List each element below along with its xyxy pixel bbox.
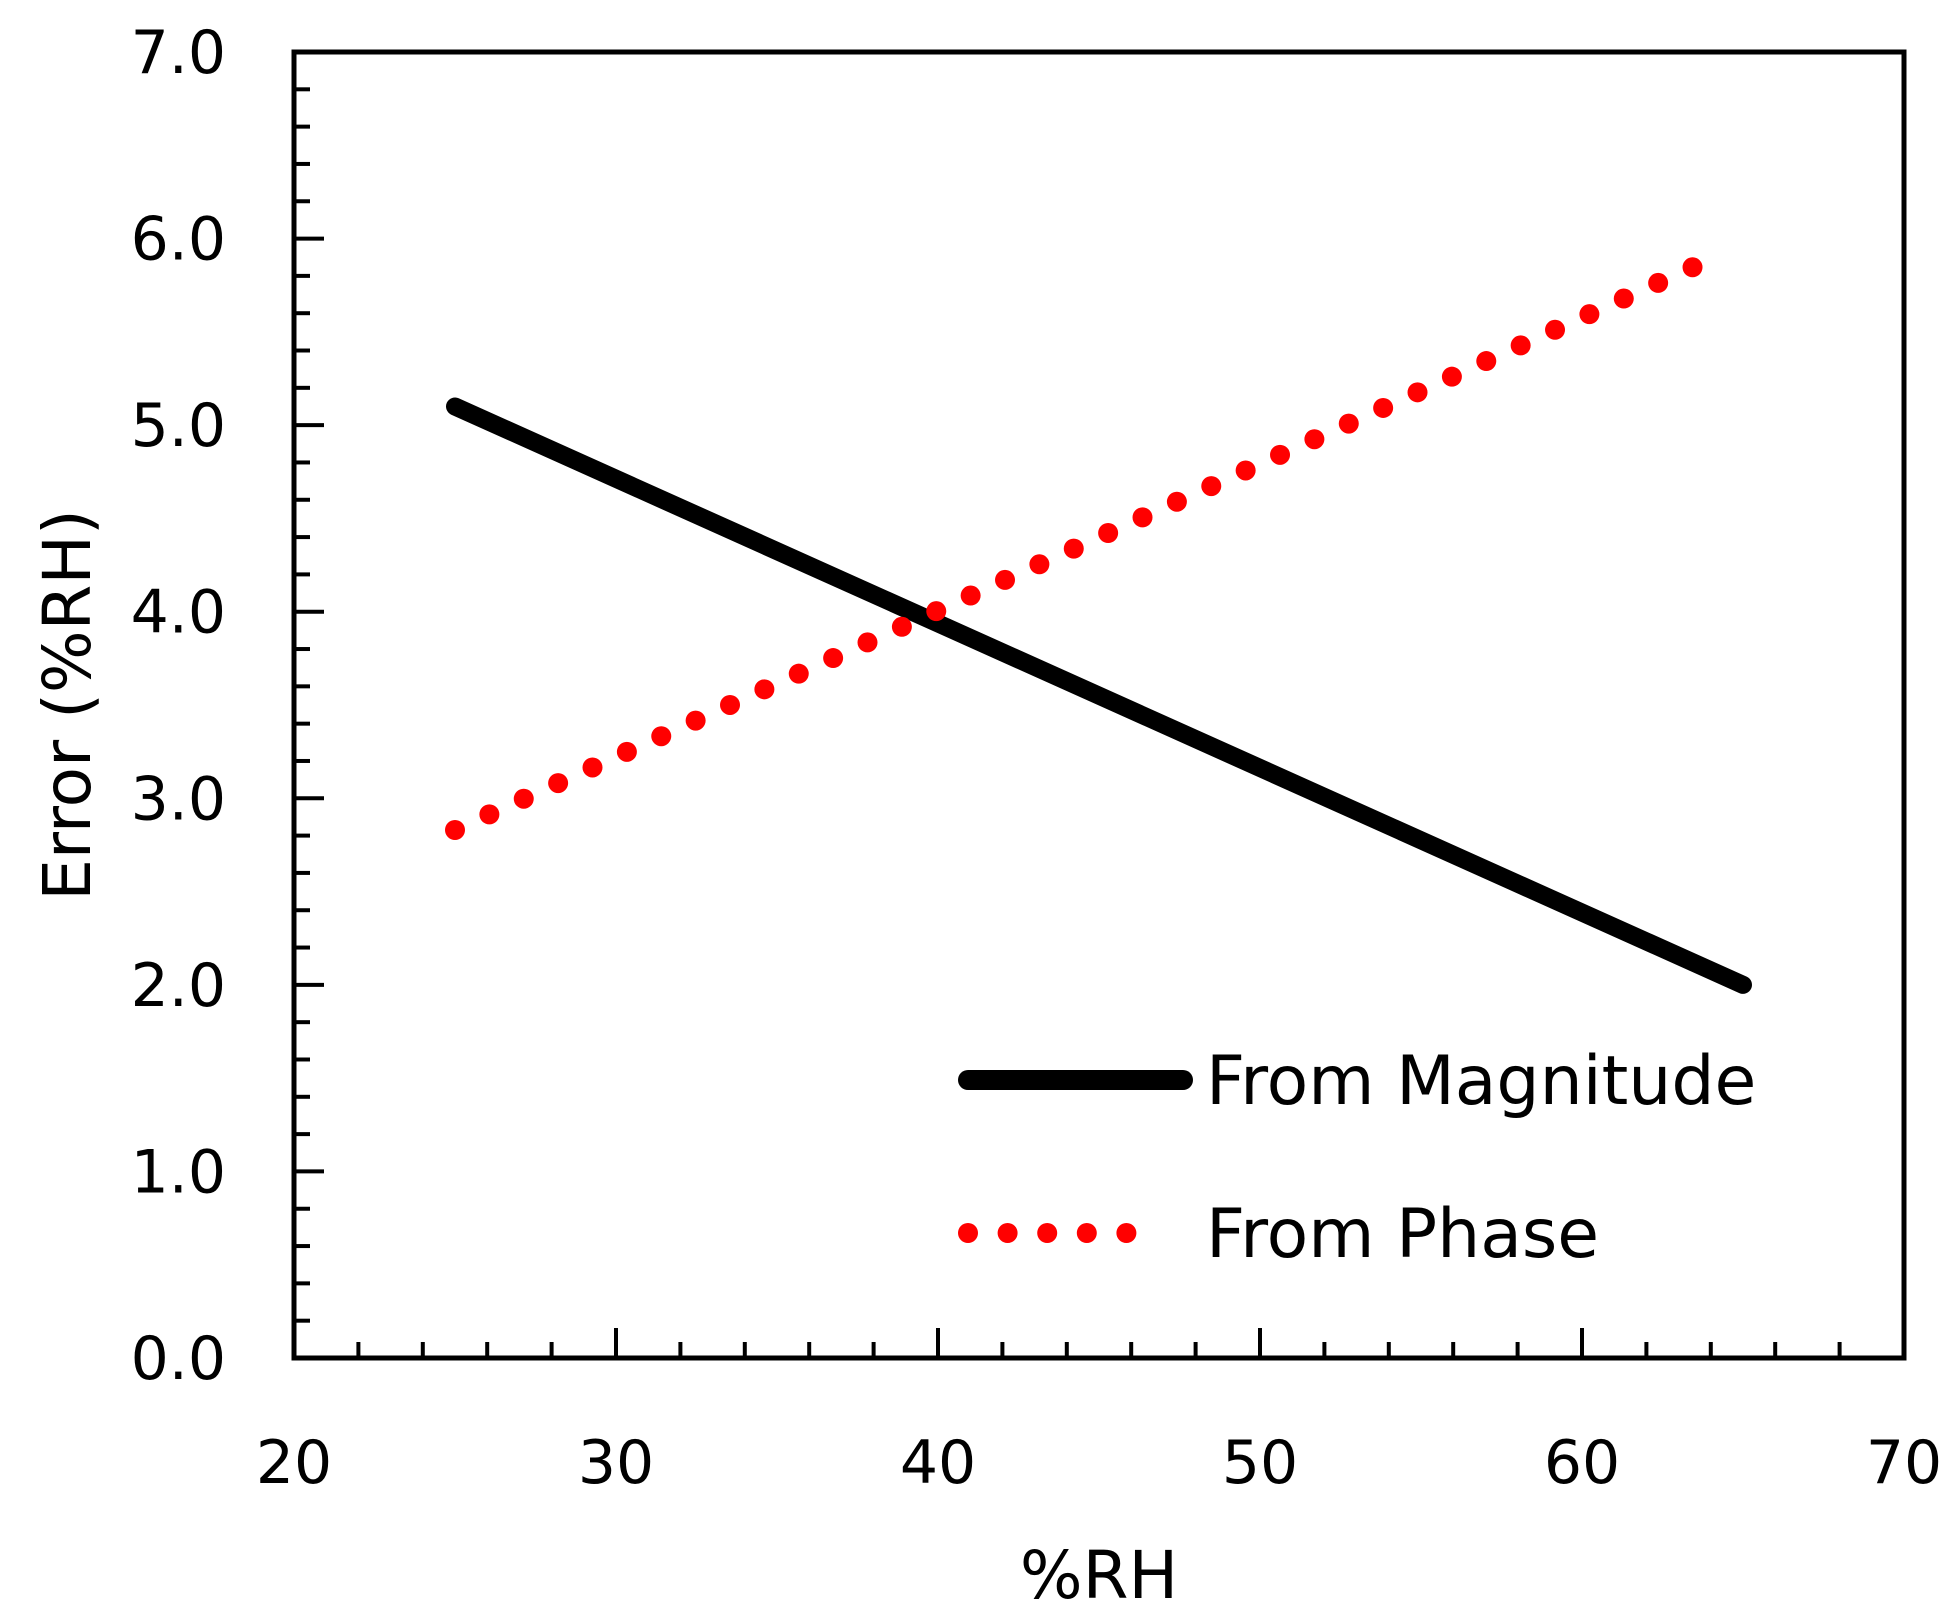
- series-line-phase: [445, 241, 1737, 841]
- y-tick-label: 7.0: [131, 18, 226, 88]
- x-axis-title: %RH: [1020, 1537, 1178, 1614]
- major-ticks: [292, 50, 1906, 1360]
- series-line-magnitude: [446, 397, 1752, 994]
- y-tick-label: 1.0: [131, 1137, 226, 1207]
- legend-label-magnitude: From Magnitude: [1206, 1042, 1756, 1121]
- y-tick-label: 4.0: [131, 578, 226, 648]
- y-tick-labels: 0.0 1.0 2.0 3.0 4.0 5.0 6.0 7.0: [131, 18, 226, 1394]
- series-layer: [445, 241, 1752, 994]
- y-axis-title: Error (%RH): [29, 509, 106, 901]
- minor-ticks: [294, 87, 1842, 1358]
- plot-area-frame: [291, 49, 1907, 1361]
- legend: From Magnitude From Phase: [958, 1042, 1756, 1274]
- y-tick-label: 0.0: [131, 1324, 226, 1394]
- x-tick-label: 20: [256, 1428, 332, 1498]
- legend-label-phase: From Phase: [1206, 1195, 1599, 1274]
- y-tick-label: 3.0: [131, 764, 226, 834]
- y-tick-label: 2.0: [131, 951, 226, 1021]
- x-tick-label: 50: [1222, 1428, 1298, 1498]
- x-tick-label: 40: [900, 1428, 976, 1498]
- y-tick-label: 5.0: [131, 391, 226, 461]
- x-tick-label: 30: [578, 1428, 654, 1498]
- y-tick-label: 6.0: [131, 205, 226, 275]
- x-tick-label: 60: [1544, 1428, 1620, 1498]
- x-tick-label: 70: [1866, 1428, 1942, 1498]
- x-tick-labels: 20 30 40 50 60 70: [256, 1428, 1942, 1498]
